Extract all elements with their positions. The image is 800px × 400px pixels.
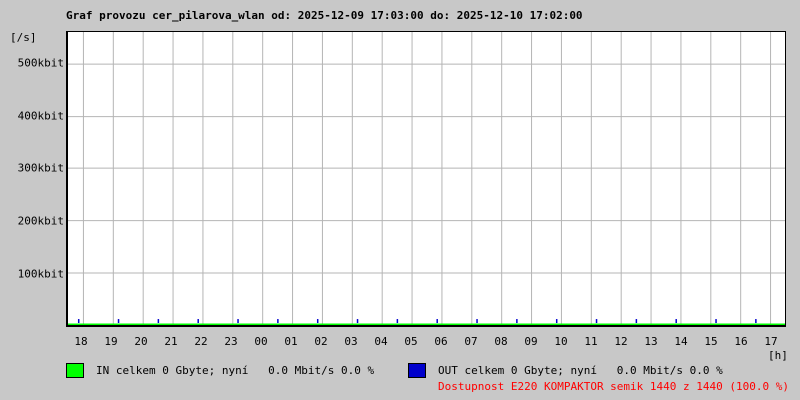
x-axis-tick-label: 13 xyxy=(644,335,658,348)
x-axis-tick-label: 07 xyxy=(464,335,478,348)
x-axis-tick-label: 14 xyxy=(674,335,688,348)
x-axis-tick-label: 05 xyxy=(404,335,418,348)
legend-swatch-out-icon xyxy=(408,362,426,378)
plot-area xyxy=(66,31,786,327)
y-axis-tick-label: 500kbit xyxy=(17,56,64,70)
y-axis-tick-label: 300kbit xyxy=(17,161,64,175)
chart-title: Graf provozu cer_pilarova_wlan od: 2025-… xyxy=(66,9,583,22)
availability-note: Dostupnost E220 KOMPAKTOR semik 1440 z 1… xyxy=(438,380,789,393)
x-axis-tick-label: 01 xyxy=(284,335,298,348)
legend-item-in: IN celkem 0 Gbyte; nyní 0.0 Mbit/s 0.0 % xyxy=(66,362,374,378)
x-axis-unit-label: [h] xyxy=(768,349,788,362)
x-axis-tick-label: 08 xyxy=(494,335,508,348)
y-axis-tick-label: 100kbit xyxy=(17,267,64,281)
x-axis-tick-label: 11 xyxy=(584,335,598,348)
x-axis-tick-label: 19 xyxy=(104,335,118,348)
x-axis-tick-label: 02 xyxy=(314,335,328,348)
x-axis-tick-label: 15 xyxy=(704,335,718,348)
x-axis-tick-label: 03 xyxy=(344,335,358,348)
x-axis-tick-label: 21 xyxy=(164,335,178,348)
x-axis-tick-label: 12 xyxy=(614,335,628,348)
x-axis-tick-label: 23 xyxy=(224,335,238,348)
y-axis-unit-label: [/s] xyxy=(10,31,37,44)
legend-item-out: OUT celkem 0 Gbyte; nyní 0.0 Mbit/s 0.0 … xyxy=(408,362,723,378)
y-axis-tick-label: 200kbit xyxy=(17,214,64,228)
y-axis-tick-label: 400kbit xyxy=(17,109,64,123)
x-axis-tick-label: 06 xyxy=(434,335,448,348)
x-axis-tick-label: 16 xyxy=(734,335,748,348)
x-axis-tick-label: 20 xyxy=(134,335,148,348)
x-axis-tick-label: 22 xyxy=(194,335,208,348)
legend-label-in: IN celkem 0 Gbyte; nyní 0.0 Mbit/s 0.0 % xyxy=(96,363,375,377)
x-axis-labels: 18 19 20 21 22 23 00 01 02 03 04 05 06 07 08 09 10 11 12 13… xyxy=(66,335,786,351)
legend-label-out: OUT celkem 0 Gbyte; nyní 0.0 Mbit/s 0.0 … xyxy=(438,363,723,377)
x-axis-tick-label: 18 xyxy=(74,335,88,348)
x-axis-tick-label: 09 xyxy=(524,335,538,348)
x-axis-tick-label: 04 xyxy=(374,335,388,348)
legend-swatch-in-icon xyxy=(66,362,84,378)
x-axis-tick-label: 17 xyxy=(764,335,778,348)
x-axis-tick-label: 10 xyxy=(554,335,568,348)
chart-grid xyxy=(68,32,785,325)
y-axis-labels: 100kbit 200kbit 300kbit 400kbit 500kbit xyxy=(0,31,64,327)
x-axis-tick-label: 00 xyxy=(254,335,268,348)
